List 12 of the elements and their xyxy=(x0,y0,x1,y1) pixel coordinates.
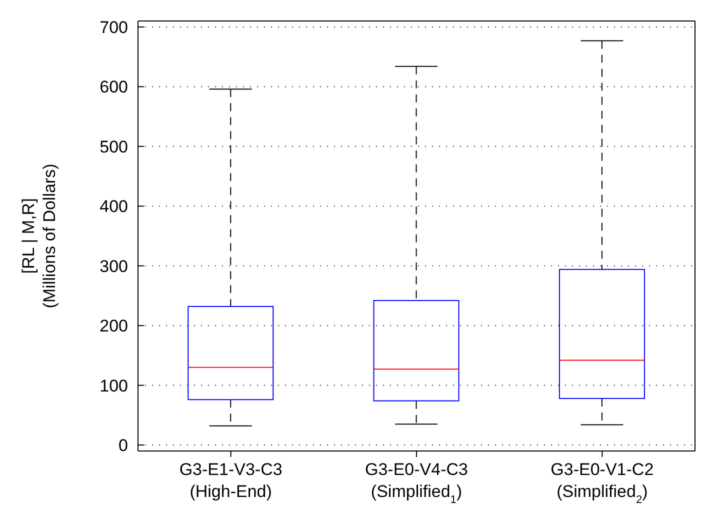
y-tick-label: 500 xyxy=(100,137,128,156)
x-tick-label: G3-E0-V4-C3 (Simplified$_{1}$) xyxy=(365,460,468,506)
x-tick-label: G3-E0-V1-C2 (Simplified$_{2}$) xyxy=(550,460,654,506)
y-axis-title: [RL | M,R] (Millions of Dollars) xyxy=(19,164,59,308)
y-tick-label: 200 xyxy=(100,316,128,336)
y-tick-label: 700 xyxy=(100,18,128,38)
y-tick-label: 0 xyxy=(118,436,128,456)
y-tick-label: 600 xyxy=(100,78,128,97)
y-tick-label: 400 xyxy=(100,197,128,216)
y-tick-label: 100 xyxy=(100,376,128,396)
y-tick-label: 300 xyxy=(100,256,128,276)
x-tick-label: G3-E1-V3-C3 (High-End) xyxy=(179,460,282,501)
